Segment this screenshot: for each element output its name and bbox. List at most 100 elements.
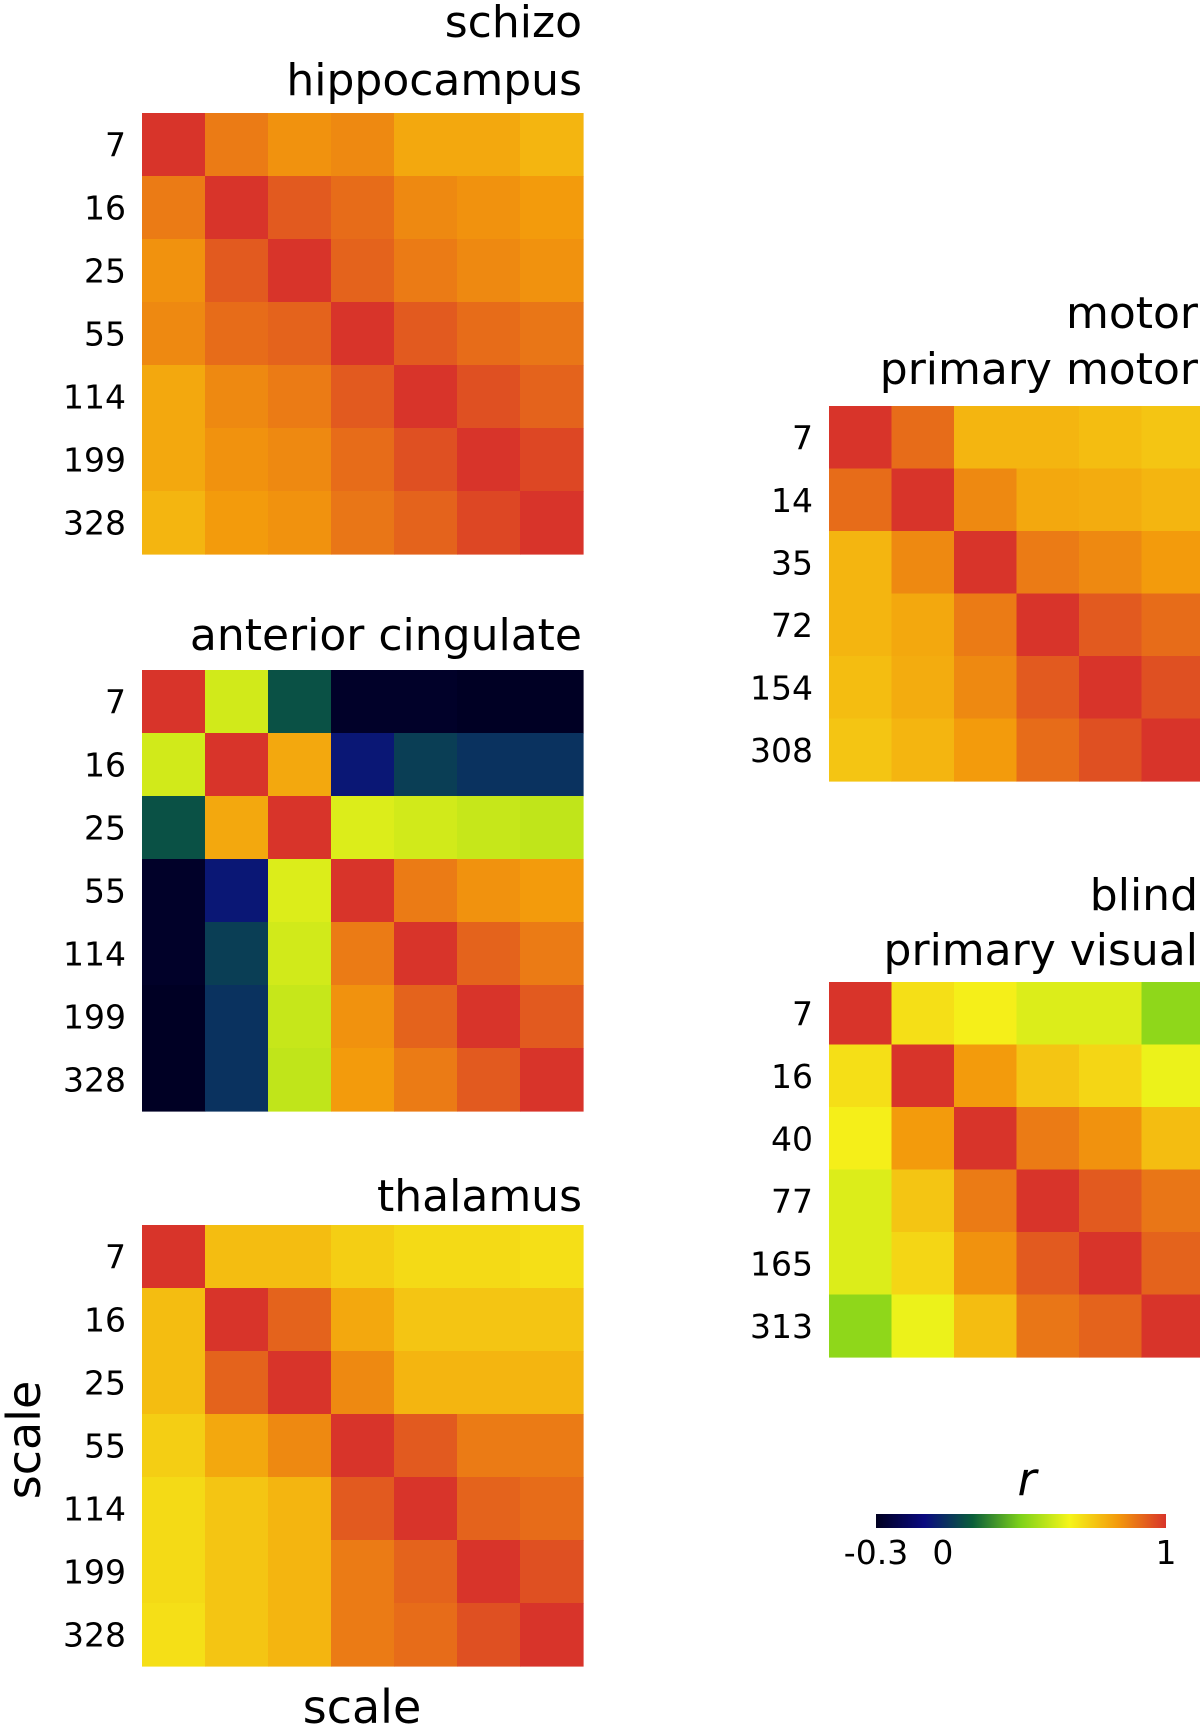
heatmap-cell bbox=[829, 468, 893, 532]
heatmap-cell bbox=[520, 1225, 584, 1289]
heatmap-cell bbox=[268, 985, 332, 1049]
row-tick-label: 199 bbox=[63, 1553, 126, 1592]
heatmap-cell bbox=[142, 733, 206, 797]
heatmap-cell bbox=[142, 1603, 206, 1667]
heatmap-anterior-cingulate: 7 16 25 55 114 199 328 bbox=[63, 670, 584, 1112]
colorbar-label: r bbox=[1018, 1452, 1040, 1506]
heatmap-cell bbox=[268, 859, 332, 923]
heatmap-cell bbox=[1016, 406, 1080, 470]
heatmap-cell bbox=[457, 1048, 521, 1112]
heatmap-cell bbox=[394, 1540, 458, 1604]
heatmap-cell bbox=[520, 1351, 584, 1415]
heatmap-cell bbox=[1016, 1294, 1080, 1358]
heatmap-cell bbox=[142, 985, 206, 1049]
heatmap-cell bbox=[520, 1048, 584, 1112]
colorbar-gradient bbox=[876, 1514, 1166, 1528]
heatmap-cell bbox=[205, 1477, 269, 1541]
heatmap-hippocampus: 7 16 25 55 114 199 328 bbox=[63, 113, 584, 555]
heatmap-cell bbox=[1016, 1107, 1080, 1171]
heatmap-cell bbox=[331, 985, 395, 1049]
heatmap-cell bbox=[457, 859, 521, 923]
row-tick-label: 72 bbox=[771, 606, 813, 645]
heatmap-cell bbox=[1141, 593, 1200, 657]
heatmap-cell bbox=[205, 113, 269, 177]
heatmap-hippocampus-panel: schizo hippocampus 7 16 25 55 114 199 328 bbox=[63, 0, 584, 555]
row-tick-label: 55 bbox=[84, 872, 126, 911]
row-tick-label: 199 bbox=[63, 441, 126, 480]
heatmap-cell bbox=[1079, 656, 1143, 720]
heatmap-cell bbox=[331, 302, 395, 366]
heatmap-cell bbox=[829, 1232, 893, 1296]
heatmap-cell bbox=[331, 1225, 395, 1289]
row-tick-label: 313 bbox=[750, 1307, 813, 1346]
heatmap-cell bbox=[954, 531, 1018, 595]
heatmap-cell bbox=[457, 670, 521, 734]
row-tick-label: 55 bbox=[84, 1427, 126, 1466]
heatmap-cell bbox=[829, 1169, 893, 1233]
heatmap-cell bbox=[394, 796, 458, 860]
heatmap-cell bbox=[205, 491, 269, 555]
row-tick-label: 25 bbox=[84, 809, 126, 848]
heatmap-cell bbox=[457, 1603, 521, 1667]
heatmap-cell bbox=[520, 1288, 584, 1352]
heatmap-cell bbox=[457, 113, 521, 177]
heatmap-cell bbox=[1141, 468, 1200, 532]
heatmap-cell bbox=[205, 239, 269, 303]
heatmap-cell bbox=[205, 1225, 269, 1289]
heatmap-cell bbox=[520, 733, 584, 797]
heatmap-thalamus-panel: thalamus 7 16 25 55 114 199 328 bbox=[63, 1171, 584, 1667]
y-axis-label: scale bbox=[0, 1381, 51, 1500]
heatmap-cell bbox=[205, 428, 269, 492]
heatmap-cell bbox=[331, 922, 395, 986]
heatmap-cell bbox=[891, 406, 955, 470]
heatmap-cell bbox=[1016, 468, 1080, 532]
heatmap-cell bbox=[268, 1414, 332, 1478]
heatmap-cell bbox=[1079, 1044, 1143, 1108]
row-tick-label: 7 bbox=[105, 683, 126, 722]
heatmap-cell bbox=[457, 302, 521, 366]
panel-title-anterior-cingulate: anterior cingulate bbox=[190, 610, 582, 661]
heatmap-cell bbox=[520, 1477, 584, 1541]
heatmap-cell bbox=[457, 1414, 521, 1478]
heatmap-cell bbox=[520, 428, 584, 492]
row-tick-label: 114 bbox=[63, 378, 126, 417]
row-tick-label: 77 bbox=[771, 1182, 813, 1221]
row-tick-label: 328 bbox=[63, 1616, 126, 1655]
heatmap-cell bbox=[268, 365, 332, 429]
heatmap-cell bbox=[891, 531, 955, 595]
heatmap-primary-visual-panel: blind primary visual 7 16 40 77 165 313 bbox=[750, 870, 1200, 1358]
heatmap-cell bbox=[1079, 593, 1143, 657]
heatmap-cell bbox=[1141, 1169, 1200, 1233]
heatmap-cell bbox=[394, 1603, 458, 1667]
x-axis-label: scale bbox=[303, 1680, 422, 1727]
heatmap-cell bbox=[331, 859, 395, 923]
heatmap-cell bbox=[394, 1225, 458, 1289]
heatmap-cell bbox=[891, 468, 955, 532]
heatmap-cell bbox=[520, 859, 584, 923]
heatmap-cell bbox=[457, 985, 521, 1049]
heatmap-cell bbox=[457, 1225, 521, 1289]
heatmap-cell bbox=[394, 176, 458, 240]
heatmap-cell bbox=[954, 656, 1018, 720]
heatmap-cell bbox=[829, 406, 893, 470]
heatmap-cell bbox=[1079, 1169, 1143, 1233]
heatmap-cell bbox=[394, 1414, 458, 1478]
heatmap-cell bbox=[954, 1232, 1018, 1296]
heatmap-cell bbox=[1141, 982, 1200, 1046]
heatmap-cell bbox=[1079, 718, 1143, 782]
heatmap-cell bbox=[457, 796, 521, 860]
heatmap-cell bbox=[142, 1414, 206, 1478]
heatmap-cell bbox=[954, 718, 1018, 782]
heatmap-cell bbox=[954, 1294, 1018, 1358]
heatmap-cell bbox=[1079, 406, 1143, 470]
heatmap-cell bbox=[142, 365, 206, 429]
heatmap-cell bbox=[457, 1288, 521, 1352]
heatmap-cell bbox=[520, 670, 584, 734]
heatmap-cell bbox=[394, 302, 458, 366]
heatmap-cell bbox=[954, 1169, 1018, 1233]
heatmap-cell bbox=[205, 1540, 269, 1604]
heatmap-cell bbox=[1016, 531, 1080, 595]
heatmap-cell bbox=[520, 113, 584, 177]
row-tick-label: 16 bbox=[84, 1301, 126, 1340]
heatmap-cell bbox=[520, 491, 584, 555]
